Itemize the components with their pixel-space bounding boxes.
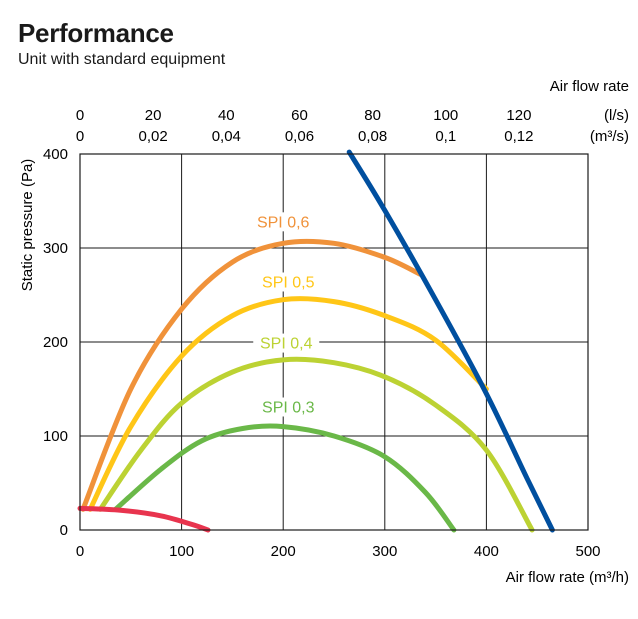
series-label-backing bbox=[250, 212, 317, 232]
x-tick-label: 300 bbox=[372, 543, 397, 560]
y-tick-label: 200 bbox=[43, 334, 68, 351]
top-m3s-tick-label: 0 bbox=[76, 128, 84, 145]
plot-frame bbox=[79, 153, 589, 531]
curve-spi-0-5 bbox=[87, 296, 489, 512]
series-label-backing bbox=[255, 272, 322, 292]
y-tick-label: 100 bbox=[43, 428, 68, 445]
curve-system bbox=[346, 149, 555, 533]
top-axis-m3s-ticks: 0 0,02 0,04 0,06 0,08 0,1 0,12 bbox=[76, 128, 534, 145]
top-m3s-tick-label: 0,02 bbox=[139, 128, 168, 145]
series-label: SPI 0,6 bbox=[257, 214, 310, 231]
top-m3s-tick-label: 0,04 bbox=[212, 128, 241, 145]
top-ls-tick-label: 20 bbox=[145, 107, 162, 124]
top-m3s-tick-label: 0,08 bbox=[358, 128, 387, 145]
top-ls-tick-label: 120 bbox=[506, 107, 531, 124]
top-m3s-tick-label: 0,1 bbox=[435, 128, 456, 145]
top-m3s-tick-label: 0,12 bbox=[504, 128, 533, 145]
top-axis-title: Air flow rate bbox=[550, 78, 629, 95]
y-tick-label: 300 bbox=[43, 240, 68, 257]
x-tick-label: 0 bbox=[76, 543, 84, 560]
top-ls-tick-label: 80 bbox=[364, 107, 381, 124]
series-curves bbox=[77, 149, 555, 533]
series-label-backing bbox=[253, 333, 320, 353]
top-ls-tick-label: 40 bbox=[218, 107, 235, 124]
series-labels: SPI 0,6 SPI 0,5 SPI 0,4 SPI 0,3 bbox=[250, 212, 322, 417]
curve-spi-0-4 bbox=[97, 356, 535, 533]
top-axis-m3s-unit: (m³/s) bbox=[590, 128, 629, 145]
top-axis-ls-unit: (l/s) bbox=[604, 107, 629, 124]
page-subtitle: Unit with standard equipment bbox=[18, 51, 226, 68]
y-tick-label: 400 bbox=[43, 146, 68, 163]
x-tick-labels: 0 100 200 300 400 500 bbox=[76, 543, 601, 560]
y-tick-labels: 0 100 200 300 400 bbox=[43, 146, 68, 539]
x-tick-label: 400 bbox=[474, 543, 499, 560]
top-ls-tick-label: 0 bbox=[76, 107, 84, 124]
top-ls-tick-label: 100 bbox=[433, 107, 458, 124]
x-axis-label: Air flow rate (m³/h) bbox=[506, 569, 629, 586]
page-title: Performance bbox=[18, 18, 174, 48]
curve-spi-0-3 bbox=[113, 423, 457, 533]
top-axis-ls-ticks: 0 20 40 60 80 100 120 bbox=[76, 107, 532, 124]
top-m3s-tick-label: 0,06 bbox=[285, 128, 314, 145]
y-tick-label: 0 bbox=[60, 522, 68, 539]
x-tick-label: 100 bbox=[169, 543, 194, 560]
y-axis-label: Static pressure (Pa) bbox=[19, 159, 36, 292]
top-ls-tick-label: 60 bbox=[291, 107, 308, 124]
x-tick-label: 500 bbox=[575, 543, 600, 560]
series-label: SPI 0,4 bbox=[260, 336, 313, 353]
x-tick-label: 200 bbox=[271, 543, 296, 560]
curve-low-flow bbox=[77, 505, 211, 533]
curve-spi-0-6 bbox=[80, 238, 423, 512]
series-label: SPI 0,5 bbox=[262, 274, 315, 291]
series-label: SPI 0,3 bbox=[262, 400, 315, 417]
series-label-backing bbox=[255, 397, 322, 417]
